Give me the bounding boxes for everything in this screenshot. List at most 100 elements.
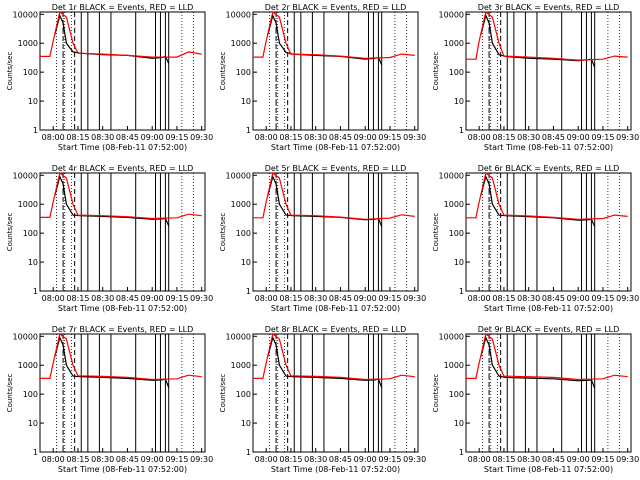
- x-axis-label: Start Time (08-Feb-11 07:52:00): [271, 143, 400, 152]
- plot-frame: [39, 11, 206, 131]
- y-tick-label: 1000: [18, 200, 38, 209]
- panel-title: Det 3r BLACK = Events, RED = LLD: [478, 3, 620, 12]
- y-tick-label: 100: [236, 229, 251, 238]
- y-tick-label: 1000: [444, 39, 464, 48]
- x-tick-label: 09:30: [403, 455, 426, 464]
- x-tick-label: 09:00: [354, 455, 377, 464]
- x-tick-label: 08:00: [255, 133, 278, 142]
- plot-frame: [465, 11, 632, 131]
- x-tick-label: 08:15: [279, 455, 302, 464]
- x-tick-label: 09:15: [591, 294, 614, 303]
- y-tick-label: 10: [241, 97, 251, 106]
- x-tick-label: 08:15: [66, 294, 89, 303]
- y-tick-label: 1: [459, 287, 464, 296]
- x-axis-label: Start Time (08-Feb-11 07:52:00): [58, 304, 187, 313]
- x-tick-label: 09:30: [403, 294, 426, 303]
- x-axis-label: Start Time (08-Feb-11 07:52:00): [58, 143, 187, 152]
- panel-title: Det 8r BLACK = Events, RED = LLD: [265, 325, 407, 334]
- x-tick-label: 08:45: [542, 294, 565, 303]
- lld-series-line: [40, 332, 202, 381]
- plot-frame: [39, 333, 206, 453]
- y-tick-label: 10000: [226, 10, 251, 19]
- x-tick-label: 09:00: [141, 133, 164, 142]
- x-tick-label: 09:30: [616, 455, 639, 464]
- y-tick-label: 100: [23, 229, 38, 238]
- y-tick-label: 100: [23, 390, 38, 399]
- x-tick-label: 09:15: [378, 294, 401, 303]
- y-tick-label: 10: [454, 97, 464, 106]
- y-tick-label: 10: [28, 419, 38, 428]
- y-tick-label: 1: [33, 448, 38, 457]
- x-tick-label: 08:45: [542, 455, 565, 464]
- y-tick-label: 1: [33, 126, 38, 135]
- x-tick-label: 08:00: [42, 455, 65, 464]
- y-tick-label: 10: [28, 97, 38, 106]
- y-axis-label: Counts/sec: [219, 213, 227, 252]
- x-tick-label: 08:15: [66, 455, 89, 464]
- x-tick-label: 08:45: [329, 133, 352, 142]
- y-tick-label: 1: [459, 448, 464, 457]
- panel-title: Det 9r BLACK = Events, RED = LLD: [478, 325, 620, 334]
- x-tick-label: 08:30: [304, 133, 327, 142]
- y-tick-label: 1: [246, 126, 251, 135]
- y-tick-label: 1000: [231, 39, 251, 48]
- y-axis-label: Counts/sec: [432, 374, 440, 413]
- y-tick-label: 10000: [13, 332, 38, 341]
- plot-frame: [39, 172, 206, 292]
- y-tick-label: 1000: [231, 200, 251, 209]
- detector-panel: Det 4r BLACK = Events, RED = LLD 1 10 100 10…: [6, 164, 213, 313]
- plot-frame: [252, 172, 419, 292]
- events-series-line: [480, 335, 596, 389]
- plot-frame: [465, 333, 632, 453]
- detector-panel: Det 3r BLACK = Events, RED = LLD 1 10 100 10…: [432, 3, 639, 152]
- y-axis-label: Counts/sec: [219, 52, 227, 91]
- x-tick-label: 08:15: [492, 455, 515, 464]
- detector-panel: Det 7r BLACK = Events, RED = LLD 1 10 100 10…: [6, 325, 213, 474]
- lld-series-line: [253, 171, 415, 220]
- x-tick-label: 09:00: [141, 294, 164, 303]
- y-tick-label: 1: [246, 287, 251, 296]
- x-axis-label: Start Time (08-Feb-11 07:52:00): [58, 465, 187, 474]
- y-tick-label: 10: [454, 258, 464, 267]
- detector-panel: Det 2r BLACK = Events, RED = LLD 1 10 100 10…: [219, 3, 426, 152]
- x-tick-label: 09:30: [616, 133, 639, 142]
- x-tick-label: 09:30: [190, 294, 213, 303]
- y-tick-label: 1000: [444, 361, 464, 370]
- x-tick-label: 09:00: [567, 294, 590, 303]
- x-tick-label: 09:15: [165, 455, 188, 464]
- x-tick-label: 09:00: [354, 133, 377, 142]
- x-tick-label: 09:00: [354, 294, 377, 303]
- y-tick-label: 100: [449, 229, 464, 238]
- x-tick-label: 08:15: [492, 294, 515, 303]
- plot-frame: [252, 11, 419, 131]
- panel-title: Det 6r BLACK = Events, RED = LLD: [478, 164, 620, 173]
- x-tick-label: 08:30: [91, 455, 114, 464]
- y-axis-label: Counts/sec: [219, 374, 227, 413]
- panel-title: Det 4r BLACK = Events, RED = LLD: [52, 164, 194, 173]
- x-tick-label: 08:00: [468, 455, 491, 464]
- x-tick-label: 08:30: [91, 133, 114, 142]
- y-tick-label: 10000: [13, 171, 38, 180]
- y-tick-label: 1000: [18, 361, 38, 370]
- x-axis-label: Start Time (08-Feb-11 07:52:00): [271, 465, 400, 474]
- lld-series-line: [40, 10, 202, 58]
- lld-series-line: [253, 332, 415, 381]
- x-tick-label: 08:30: [517, 294, 540, 303]
- x-tick-label: 09:15: [378, 455, 401, 464]
- lld-series-line: [253, 10, 415, 59]
- x-tick-label: 09:15: [591, 133, 614, 142]
- x-tick-label: 09:30: [190, 133, 213, 142]
- x-tick-label: 08:15: [279, 133, 302, 142]
- y-tick-label: 10: [241, 258, 251, 267]
- x-tick-label: 09:30: [403, 133, 426, 142]
- y-tick-label: 10000: [439, 171, 464, 180]
- x-tick-label: 09:15: [378, 133, 401, 142]
- x-tick-label: 08:00: [468, 294, 491, 303]
- y-tick-label: 10: [454, 419, 464, 428]
- x-tick-label: 09:00: [567, 455, 590, 464]
- detector-panel: Det 9r BLACK = Events, RED = LLD 1 10 100 10…: [432, 325, 639, 474]
- x-tick-label: 08:00: [42, 294, 65, 303]
- x-axis-label: Start Time (08-Feb-11 07:52:00): [484, 465, 613, 474]
- detector-panel: Det 6r BLACK = Events, RED = LLD 1 10 100 10…: [432, 164, 639, 313]
